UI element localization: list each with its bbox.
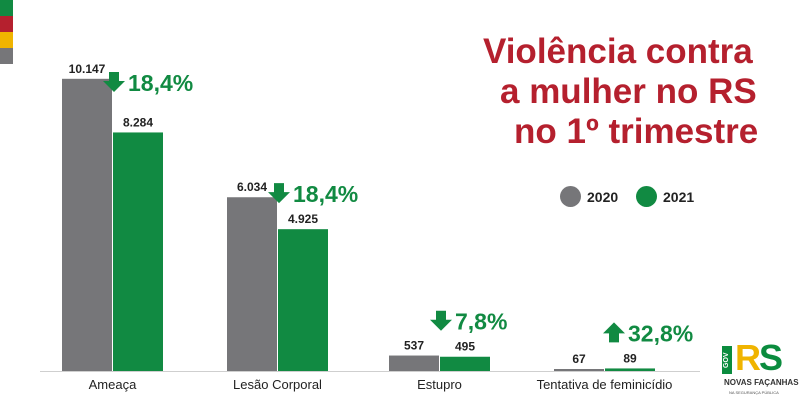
stripe-gray bbox=[0, 48, 13, 64]
value-label-2021-1: 8.284 bbox=[123, 115, 153, 129]
gov-rs-logo: GOV RS NOVAS FAÇANHAS NA SEGURANÇA PÚBLI… bbox=[722, 337, 799, 406]
logo-gov-badge: GOV bbox=[722, 346, 732, 374]
change-label-4: 32,8% bbox=[628, 320, 693, 346]
chart-title-line-1: Violência contra bbox=[483, 32, 753, 71]
bar-2020-1 bbox=[62, 78, 112, 371]
change-label-1: 18,4% bbox=[128, 70, 193, 96]
logo-slogan: NOVAS FAÇANHAS bbox=[724, 378, 799, 387]
value-label-2020-1: 10.147 bbox=[69, 62, 106, 76]
change-arrow-down-2 bbox=[268, 183, 290, 204]
legend-swatch-2020 bbox=[560, 186, 581, 207]
category-label-3: Estupro bbox=[417, 377, 462, 392]
change-arrow-up-4 bbox=[603, 322, 625, 343]
change-arrow-down-3 bbox=[430, 310, 452, 331]
value-label-2021-2: 4.925 bbox=[288, 212, 318, 226]
stripe-yellow bbox=[0, 32, 13, 48]
change-label-2: 18,4% bbox=[293, 181, 358, 207]
logo-subtitle: NA SEGURANÇA PÚBLICA bbox=[729, 390, 779, 395]
chart-title-line-2: a mulher no RS bbox=[500, 72, 757, 111]
category-label-2: Lesão Corporal bbox=[233, 377, 322, 392]
logo-letter-r: R bbox=[735, 337, 761, 378]
change-label-3: 7,8% bbox=[455, 309, 507, 335]
logo-rs-letters: RS bbox=[735, 337, 783, 378]
value-label-2021-3: 495 bbox=[455, 340, 475, 354]
logo-letter-s: S bbox=[759, 337, 783, 378]
category-label-1: Ameaça bbox=[89, 377, 137, 392]
legend-item-2020: 2020 bbox=[560, 186, 618, 207]
legend-item-2021: 2021 bbox=[636, 186, 694, 207]
legend-swatch-2021 bbox=[636, 186, 657, 207]
value-label-2021-4: 89 bbox=[623, 351, 637, 365]
bar-2021-3 bbox=[440, 356, 490, 371]
bar-2020-3 bbox=[389, 355, 439, 371]
stripe-red bbox=[0, 16, 13, 32]
bar-2021-4 bbox=[605, 368, 655, 371]
change-arrow-down-1 bbox=[103, 72, 125, 92]
stripe-green bbox=[0, 0, 13, 16]
flag-stripes bbox=[0, 0, 13, 64]
bar-2020-4 bbox=[554, 369, 604, 371]
chart-title-line-3: no 1º trimestre bbox=[514, 112, 759, 151]
category-label-4: Tentativa de feminicídio bbox=[537, 377, 673, 392]
value-label-2020-2: 6.034 bbox=[237, 180, 267, 194]
bar-2020-2 bbox=[227, 197, 277, 371]
value-label-2020-4: 67 bbox=[572, 352, 586, 366]
legend-label-2020: 2020 bbox=[587, 188, 619, 205]
bar-2021-1 bbox=[113, 132, 163, 371]
bar-2021-2 bbox=[278, 229, 328, 371]
value-label-2020-3: 537 bbox=[404, 339, 424, 353]
legend-label-2021: 2021 bbox=[663, 188, 695, 205]
